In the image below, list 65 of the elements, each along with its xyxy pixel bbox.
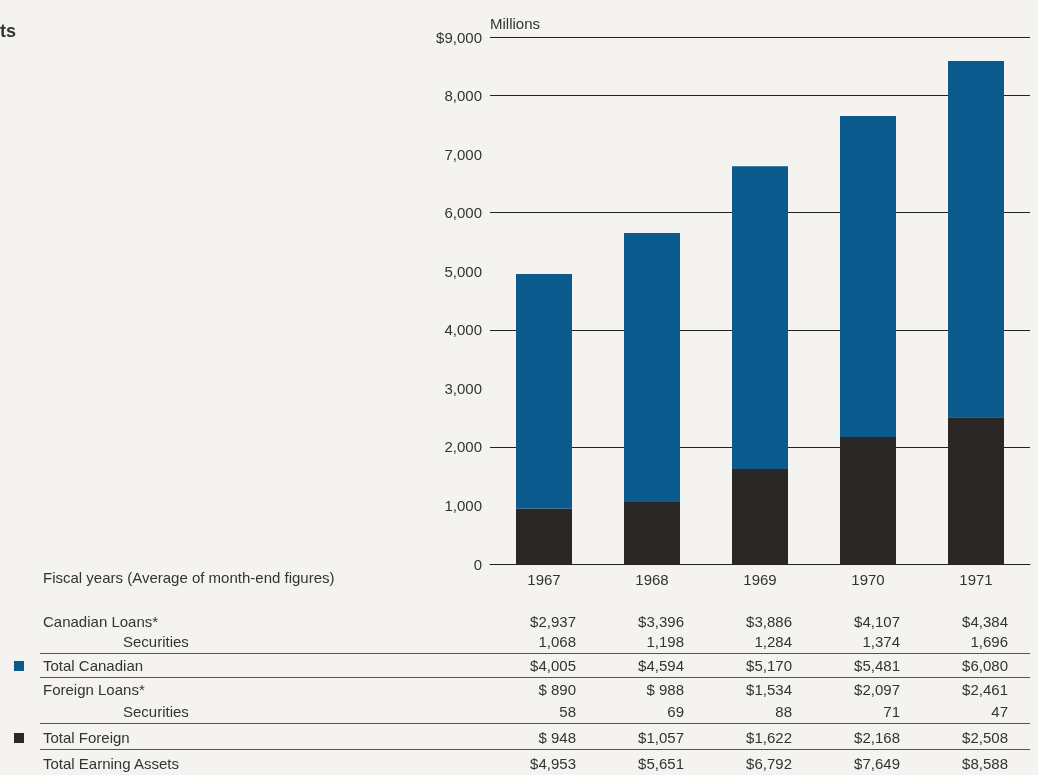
text: 71 [882, 703, 900, 721]
y-tick-label: $9,000 [436, 28, 482, 46]
data-label: $1,057 [637, 729, 684, 747]
data-label: $2,168 [853, 729, 900, 747]
text: $6,792 [745, 755, 792, 773]
bar [732, 166, 788, 470]
bar [840, 116, 896, 438]
data-label: $6,080 [961, 657, 1008, 675]
legend-label: Total Foreign [43, 729, 130, 747]
text: $4,384 [961, 613, 1008, 631]
text: Total Earning Assets [43, 755, 179, 773]
text: $8,588 [961, 755, 1008, 773]
y-tick-label: 5,000 [444, 262, 482, 280]
legend-label: Total Canadian [43, 657, 144, 675]
x-tick-label: 1969 [743, 571, 777, 588]
text: 1,198 [645, 633, 684, 651]
y-tick-label: 7,000 [444, 145, 482, 163]
y-axis-title: Millions [490, 15, 541, 32]
text: $3,396 [637, 613, 684, 631]
y-tick-label: 4,000 [444, 321, 482, 339]
text: $ 890 [537, 681, 576, 699]
x-tick-label: 1971 [959, 571, 993, 588]
text: Securities [123, 703, 189, 721]
x-tick-label: 1968 [635, 571, 669, 588]
text: $5,651 [637, 755, 684, 773]
text: Foreign Loans* [43, 681, 145, 699]
x-tick-label: 1967 [527, 571, 561, 588]
data-label: $4,005 [529, 657, 576, 675]
data-label: $4,594 [637, 657, 684, 675]
bar [624, 233, 680, 503]
text: $4,953 [529, 755, 576, 773]
text: 69 [666, 703, 684, 721]
y-tick-label: 8,000 [444, 87, 482, 105]
text: 58 [558, 703, 576, 721]
text: $2,097 [853, 681, 900, 699]
text: 47 [990, 703, 1008, 721]
text: Fiscal years (Average of month-end figures) [43, 569, 335, 587]
text: 1,068 [537, 633, 576, 651]
y-tick-label: 3,000 [444, 379, 482, 397]
data-label: $5,170 [745, 657, 792, 675]
data-label: $ 948 [537, 729, 576, 747]
text: $3,886 [745, 613, 792, 631]
text: ts [0, 21, 17, 41]
text: Canadian Loans* [43, 613, 159, 631]
text: 1,284 [753, 633, 792, 651]
text: $2,937 [529, 613, 576, 631]
text: $7,649 [853, 755, 900, 773]
bar [516, 273, 572, 509]
text: 1,374 [861, 633, 900, 651]
data-label: $1,622 [745, 729, 792, 747]
text: $2,461 [961, 681, 1008, 699]
y-tick-label: 2,000 [444, 438, 482, 456]
bar [948, 61, 1004, 418]
text: Securities [123, 633, 189, 651]
x-tick-label: 1970 [851, 571, 885, 588]
text: 88 [774, 703, 792, 721]
text: $ 988 [645, 681, 684, 699]
y-tick-label: 6,000 [444, 204, 482, 222]
data-label: $2,508 [961, 729, 1008, 747]
text: $4,107 [853, 613, 900, 631]
y-tick-label: 1,000 [444, 496, 482, 514]
text: $1,534 [745, 681, 792, 699]
text: 1,696 [969, 633, 1008, 651]
y-tick-label: 0 [473, 555, 482, 573]
data-label: $5,481 [853, 657, 900, 675]
